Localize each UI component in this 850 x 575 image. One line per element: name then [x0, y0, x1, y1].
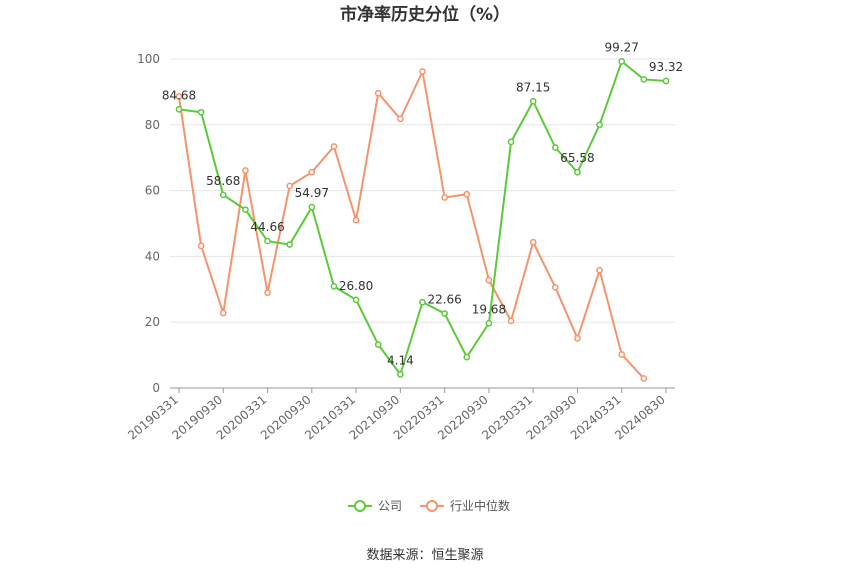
data-label: 84.68	[162, 88, 196, 102]
legend[interactable]: 公司 行业中位数	[348, 498, 510, 513]
data-point	[308, 203, 316, 211]
data-point	[219, 309, 227, 317]
data-point	[330, 282, 338, 290]
legend-label: 公司	[378, 499, 402, 513]
data-label: 54.97	[295, 186, 329, 200]
series-layer	[175, 58, 670, 382]
data-point	[175, 106, 183, 113]
data-label: 19.68	[472, 302, 506, 316]
data-point	[441, 310, 448, 317]
series-line	[178, 60, 667, 376]
data-point	[264, 237, 271, 245]
data-point	[330, 143, 338, 150]
data-point	[419, 68, 426, 75]
data-point	[529, 97, 537, 105]
data-point	[286, 182, 294, 190]
data-point	[618, 351, 626, 358]
data-label: 26.80	[339, 279, 373, 293]
data-labels: 84.68 58.68 44.66 54.97 26.80 4.14 22.66 19.68 8…	[162, 40, 683, 367]
data-point	[485, 276, 493, 284]
data-point	[640, 375, 648, 382]
data-point	[242, 206, 249, 214]
y-tick-label: 0	[152, 381, 160, 395]
data-point	[374, 89, 382, 97]
data-label: 65.58	[560, 151, 594, 165]
source-note: 数据来源：恒生聚源	[366, 548, 483, 563]
data-label: 4.14	[387, 353, 414, 367]
y-tick-label: 60	[145, 184, 160, 198]
data-point	[175, 93, 183, 100]
data-point	[463, 353, 471, 361]
data-point	[618, 58, 626, 65]
legend-swatch-marker	[354, 500, 366, 512]
data-label: 93.32	[649, 60, 683, 74]
y-tick-label: 80	[145, 118, 160, 132]
legend-label: 行业中位数	[450, 498, 510, 513]
data-point	[640, 76, 648, 83]
data-point	[596, 266, 603, 274]
data-point	[397, 115, 404, 123]
data-point	[441, 194, 448, 201]
x-axis: 2019033120190930202003312020093020210331…	[125, 387, 675, 443]
data-point	[242, 167, 249, 174]
chart-title: 市净率历史分位（%）	[340, 4, 510, 25]
data-point	[574, 168, 581, 176]
data-point	[551, 283, 559, 291]
data-point	[574, 334, 581, 342]
data-point	[197, 242, 205, 250]
data-point	[596, 121, 603, 129]
data-point	[662, 77, 670, 85]
data-point	[507, 138, 515, 146]
grid	[170, 58, 675, 323]
data-point	[485, 319, 493, 327]
data-point	[352, 296, 360, 304]
data-label: 87.15	[516, 80, 550, 94]
data-label: 58.68	[206, 174, 240, 188]
data-label: 44.66	[250, 220, 284, 234]
data-point	[286, 241, 294, 248]
legend-swatch-marker	[426, 500, 438, 512]
data-point	[397, 371, 404, 378]
data-point	[197, 108, 205, 116]
series-line	[178, 70, 645, 380]
data-label: 99.27	[605, 40, 639, 54]
data-point	[352, 216, 360, 224]
data-point	[374, 341, 382, 348]
data-point	[551, 144, 559, 151]
y-tick-label: 40	[145, 249, 160, 263]
data-label: 22.66	[427, 292, 461, 306]
data-point	[463, 190, 471, 198]
data-point	[507, 317, 515, 325]
data-point	[419, 298, 426, 306]
data-point	[308, 168, 316, 176]
y-tick-label: 100	[137, 52, 160, 66]
data-point	[219, 191, 227, 199]
y-axis-ticks: 0 20 40 60 80 100	[137, 52, 160, 395]
data-point	[529, 238, 537, 246]
y-tick-label: 20	[145, 315, 160, 329]
data-point	[264, 289, 271, 296]
